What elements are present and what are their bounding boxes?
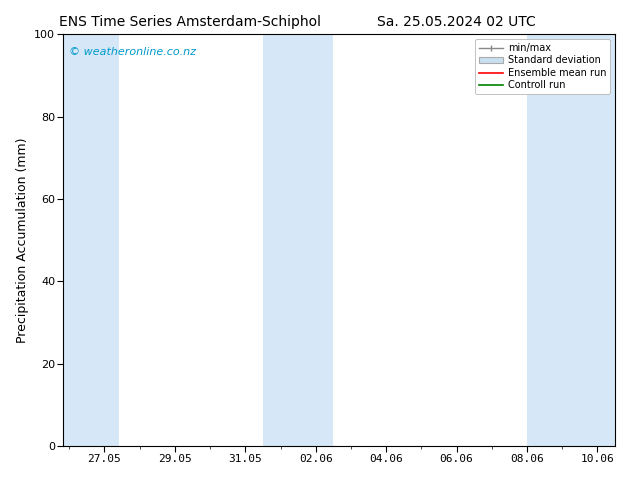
Y-axis label: Precipitation Accumulation (mm): Precipitation Accumulation (mm)	[15, 137, 29, 343]
Bar	[63, 34, 119, 446]
Bar	[263, 34, 333, 446]
Bar	[527, 34, 615, 446]
Text: ENS Time Series Amsterdam-Schiphol: ENS Time Series Amsterdam-Schiphol	[59, 15, 321, 29]
Text: © weatheronline.co.nz: © weatheronline.co.nz	[69, 47, 196, 57]
Legend: min/max, Standard deviation, Ensemble mean run, Controll run: min/max, Standard deviation, Ensemble me…	[475, 39, 610, 94]
Text: Sa. 25.05.2024 02 UTC: Sa. 25.05.2024 02 UTC	[377, 15, 536, 29]
